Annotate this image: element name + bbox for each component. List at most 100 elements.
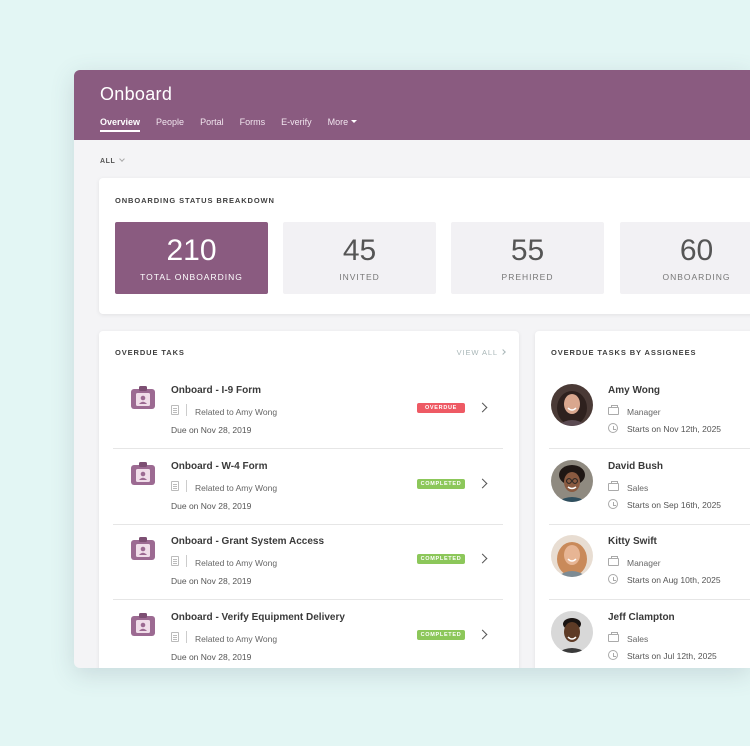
chevron-right-icon <box>500 349 506 355</box>
task-row[interactable]: Onboard - I-9 Form Related to Amy Wong D… <box>113 374 503 449</box>
stat-label: TOTAL ONBOARDING <box>140 272 243 282</box>
stat-onboarding[interactable]: 60 ONBOARDING <box>620 222 750 294</box>
assignees-card: OVERDUE TASKS BY ASSIGNEES Amy Wong Mana… <box>535 331 750 668</box>
divider <box>186 480 187 492</box>
document-icon <box>171 556 179 566</box>
clock-icon <box>608 574 618 584</box>
briefcase-icon <box>608 481 619 491</box>
assignee-role: Manager <box>627 407 661 417</box>
task-name: Onboard - I-9 Form <box>171 385 261 396</box>
assignee-start-date: Starts on Jul 12th, 2025 <box>627 651 717 661</box>
clipboard-user-icon <box>131 613 155 636</box>
tab-overview[interactable]: Overview <box>100 117 141 132</box>
app-window: Onboard Overview People Portal Forms E-v… <box>74 70 750 668</box>
avatar <box>551 384 593 426</box>
task-due-date: Due on Nov 28, 2019 <box>171 576 252 586</box>
chevron-right-icon[interactable] <box>477 629 488 640</box>
assignee-name: Kitty Swift <box>608 536 657 547</box>
task-row[interactable]: Onboard - Grant System Access Related to… <box>113 525 503 600</box>
stat-label: PREHIRED <box>501 272 554 282</box>
stat-label: INVITED <box>339 272 380 282</box>
task-related: Related to Amy Wong <box>195 407 278 417</box>
assignee-row[interactable]: Kitty Swift Manager Starts on Aug 10th, … <box>549 525 750 600</box>
app-header: Onboard Overview People Portal Forms E-v… <box>74 70 750 140</box>
document-icon <box>171 632 179 642</box>
task-name: Onboard - Grant System Access <box>171 536 325 547</box>
tab-forms[interactable]: Forms <box>239 117 266 127</box>
tab-portal[interactable]: Portal <box>200 117 224 127</box>
stat-value: 210 <box>166 234 217 267</box>
status-breakdown-card: ONBOARDING STATUS BREAKDOWN 210 TOTAL ON… <box>99 178 750 314</box>
chevron-right-icon[interactable] <box>477 478 488 489</box>
assignees-card-title: OVERDUE TASKS BY ASSIGNEES <box>551 348 697 357</box>
assignee-role: Sales <box>627 483 649 493</box>
task-name: Onboard - Verify Equipment Delivery <box>171 612 345 623</box>
stat-invited[interactable]: 45 INVITED <box>283 222 436 294</box>
stat-value: 45 <box>342 234 377 267</box>
assignee-start-date: Starts on Nov 12th, 2025 <box>627 424 722 434</box>
divider <box>186 631 187 643</box>
task-due-date: Due on Nov 28, 2019 <box>171 501 252 511</box>
clock-icon <box>608 499 618 509</box>
assignee-row[interactable]: Amy Wong Manager Starts on Nov 12th, 202… <box>549 374 750 449</box>
status-badge: OVERDUE <box>417 403 465 413</box>
chevron-down-icon <box>119 156 126 162</box>
assignee-role: Manager <box>627 558 661 568</box>
chevron-right-icon[interactable] <box>477 553 488 564</box>
document-icon <box>171 481 179 491</box>
assignee-row[interactable]: David Bush Sales Starts on Sep 16th, 202… <box>549 450 750 525</box>
tab-people[interactable]: People <box>156 117 185 127</box>
clipboard-user-icon <box>131 462 155 485</box>
stat-total-onboarding[interactable]: 210 TOTAL ONBOARDING <box>115 222 268 294</box>
filter-dropdown[interactable]: ALL <box>100 156 126 165</box>
clock-icon <box>608 423 618 433</box>
task-related: Related to Amy Wong <box>195 483 278 493</box>
assignee-name: Amy Wong <box>608 385 661 396</box>
view-all-link[interactable]: VIEW ALL <box>456 348 506 357</box>
divider <box>186 404 187 416</box>
avatar <box>551 611 593 653</box>
task-name: Onboard - W-4 Form <box>171 461 268 472</box>
tab-e-verify[interactable]: E-verify <box>281 117 312 127</box>
clock-icon <box>608 650 618 660</box>
clipboard-user-icon <box>131 537 155 560</box>
stat-value: 60 <box>679 234 714 267</box>
clipboard-user-icon <box>131 386 155 409</box>
divider <box>186 555 187 567</box>
stat-label: ONBOARDING <box>662 272 731 282</box>
assignee-start-date: Starts on Aug 10th, 2025 <box>627 575 721 585</box>
status-badge: COMPLETED <box>417 479 465 489</box>
tasks-card-title: OVERDUE TAKS <box>115 348 185 357</box>
nav-tabs: Overview People Portal Forms E-verify Mo… <box>100 117 358 132</box>
assignee-row[interactable]: Jeff Clampton Sales Starts on Jul 12th, … <box>549 601 750 668</box>
avatar <box>551 460 593 502</box>
app-title: Onboard <box>100 84 173 104</box>
stat-value: 55 <box>510 234 545 267</box>
view-all-label: VIEW ALL <box>456 348 498 357</box>
task-related: Related to Amy Wong <box>195 558 278 568</box>
status-badge: COMPLETED <box>417 630 465 640</box>
status-badge: COMPLETED <box>417 554 465 564</box>
assignee-name: Jeff Clampton <box>608 612 675 623</box>
task-row[interactable]: Onboard - W-4 Form Related to Amy Wong D… <box>113 450 503 525</box>
status-card-title: ONBOARDING STATUS BREAKDOWN <box>115 196 275 205</box>
assignee-role: Sales <box>627 634 649 644</box>
chevron-right-icon[interactable] <box>477 402 488 413</box>
briefcase-icon <box>608 405 619 415</box>
document-icon <box>171 405 179 415</box>
assignee-start-date: Starts on Sep 16th, 2025 <box>627 500 722 510</box>
avatar <box>551 535 593 577</box>
tab-more-label: More <box>327 117 349 127</box>
task-due-date: Due on Nov 28, 2019 <box>171 652 252 662</box>
briefcase-icon <box>608 632 619 642</box>
tab-more[interactable]: More <box>328 117 358 130</box>
task-row[interactable]: Onboard - Verify Equipment Delivery Rela… <box>113 601 503 668</box>
stat-prehired[interactable]: 55 PREHIRED <box>451 222 604 294</box>
caret-down-icon <box>351 120 358 123</box>
task-related: Related to Amy Wong <box>195 634 278 644</box>
overdue-tasks-card: OVERDUE TAKS VIEW ALL Onboard - I-9 Form… <box>99 331 519 668</box>
assignee-name: David Bush <box>608 461 664 472</box>
task-due-date: Due on Nov 28, 2019 <box>171 425 252 435</box>
briefcase-icon <box>608 556 619 566</box>
filter-label: ALL <box>100 158 116 165</box>
